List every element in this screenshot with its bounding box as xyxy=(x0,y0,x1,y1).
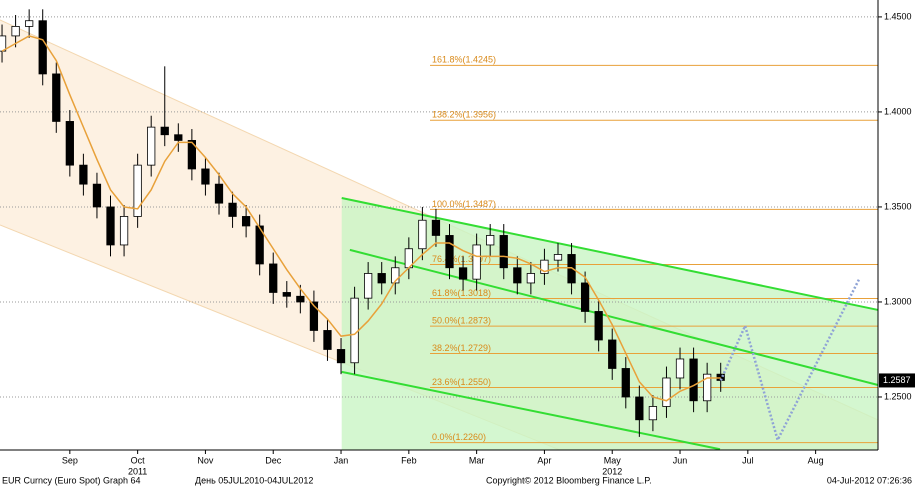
candle-body xyxy=(540,259,549,274)
last-price-box xyxy=(879,373,915,388)
candle-body xyxy=(567,254,576,284)
candle-body xyxy=(255,225,264,265)
candle-body xyxy=(472,244,481,280)
footer-timestamp: 04-Jul-2012 07:26:36 xyxy=(827,475,912,485)
x-tick-label: Apr xyxy=(537,455,551,465)
candle-body xyxy=(621,368,630,398)
fib-label: 76.4%(1.3197) xyxy=(432,254,491,264)
candle-body xyxy=(689,358,698,402)
x-tick-label: Dec xyxy=(265,455,282,465)
candle-body xyxy=(269,263,278,293)
x-tick-label: Jun xyxy=(673,455,688,465)
y-tick-label: 1.2500 xyxy=(884,391,912,401)
candle-body xyxy=(106,206,115,246)
candle-body xyxy=(187,140,197,170)
candle-body xyxy=(418,219,427,250)
candle-body xyxy=(553,254,563,261)
x-tick-label: Sep xyxy=(62,455,78,465)
x-tick-label: Nov xyxy=(197,455,214,465)
candle-body xyxy=(241,216,251,227)
candle-body xyxy=(499,235,508,269)
fib-label: 138.2%(1.3956) xyxy=(432,110,496,120)
x-tick-label: Jul xyxy=(742,455,754,465)
last-price-label: 1.2587 xyxy=(883,375,911,385)
candle-body xyxy=(675,358,685,379)
candle-body xyxy=(282,292,291,297)
x-tick-label: Aug xyxy=(808,455,824,465)
y-tick-label: 1.4000 xyxy=(884,106,912,116)
y-tick-label: 1.4500 xyxy=(884,11,912,21)
candle-body xyxy=(445,235,454,269)
fib-label: 0.0%(1.2260) xyxy=(432,432,486,442)
footer-left: EUR Curncy (Euro Spot) Graph 64 xyxy=(2,475,141,485)
candle-body xyxy=(635,396,644,421)
candle-body xyxy=(296,295,305,303)
fib-label: 61.8%(1.3018) xyxy=(432,288,491,298)
x-tick-label: Oct xyxy=(131,455,146,465)
candle-body xyxy=(336,349,346,364)
candle-body xyxy=(513,267,522,284)
x-tick-label: Mar xyxy=(469,455,485,465)
candle-body xyxy=(526,273,535,284)
candle-body xyxy=(228,202,237,217)
candle-body xyxy=(323,330,332,350)
moving-average xyxy=(1,35,721,402)
candle-body xyxy=(11,26,20,37)
candle-body xyxy=(52,73,61,122)
candle-body xyxy=(458,267,468,280)
candle-body xyxy=(147,126,156,166)
fib-label: 38.2%(1.2729) xyxy=(432,343,491,353)
y-tick-label: 1.3000 xyxy=(884,296,912,306)
candle-body xyxy=(160,126,169,136)
candle-body xyxy=(350,297,359,364)
y-tick-label: 1.3500 xyxy=(884,201,912,211)
candle-body xyxy=(119,216,129,246)
candle-body xyxy=(133,164,142,217)
candle-body xyxy=(377,273,386,284)
candle-body xyxy=(174,134,183,141)
candle-body xyxy=(594,311,603,341)
candle-body xyxy=(703,373,712,402)
candle-body xyxy=(65,121,74,166)
fib-label: 161.8%(1.4245) xyxy=(432,55,496,65)
candle-body xyxy=(648,406,658,421)
x-tick-label: May xyxy=(604,455,622,465)
fib-label: 50.0%(1.2873) xyxy=(432,315,491,325)
fib-label: 23.6%(1.2550) xyxy=(432,377,491,387)
candle-body xyxy=(364,273,373,299)
projection xyxy=(719,277,861,444)
fib-label: 100.0%(1.3487) xyxy=(432,199,496,209)
footer-copyright: Copyright© 2012 Bloomberg Finance L.P. xyxy=(486,475,652,485)
candle-body xyxy=(580,282,590,312)
candle-body xyxy=(201,168,210,185)
candle-body xyxy=(92,183,102,208)
candle-body xyxy=(431,219,441,236)
candle-body xyxy=(486,235,495,246)
candle-body xyxy=(662,377,671,407)
x-tick-label: Jan xyxy=(334,455,349,465)
channel-line xyxy=(341,370,721,451)
candle-body xyxy=(25,20,34,27)
footer-range: День 05JUL2010-04JUL2012 xyxy=(195,475,313,485)
x-tick-label: Feb xyxy=(401,455,417,465)
candle-body xyxy=(391,267,400,284)
channel-line xyxy=(341,197,879,311)
candle-body xyxy=(79,164,88,185)
candle-body xyxy=(38,20,47,75)
plot: 161.8%(1.4245) 138.2%(1.3956) 100.0%(1.348… xyxy=(0,9,882,454)
year-label: 2011 xyxy=(128,466,147,476)
candle-body xyxy=(608,339,617,369)
candle-body xyxy=(214,183,224,204)
year-label: 2012 xyxy=(602,466,622,476)
channel-line xyxy=(349,248,879,386)
candle-body xyxy=(309,301,319,331)
